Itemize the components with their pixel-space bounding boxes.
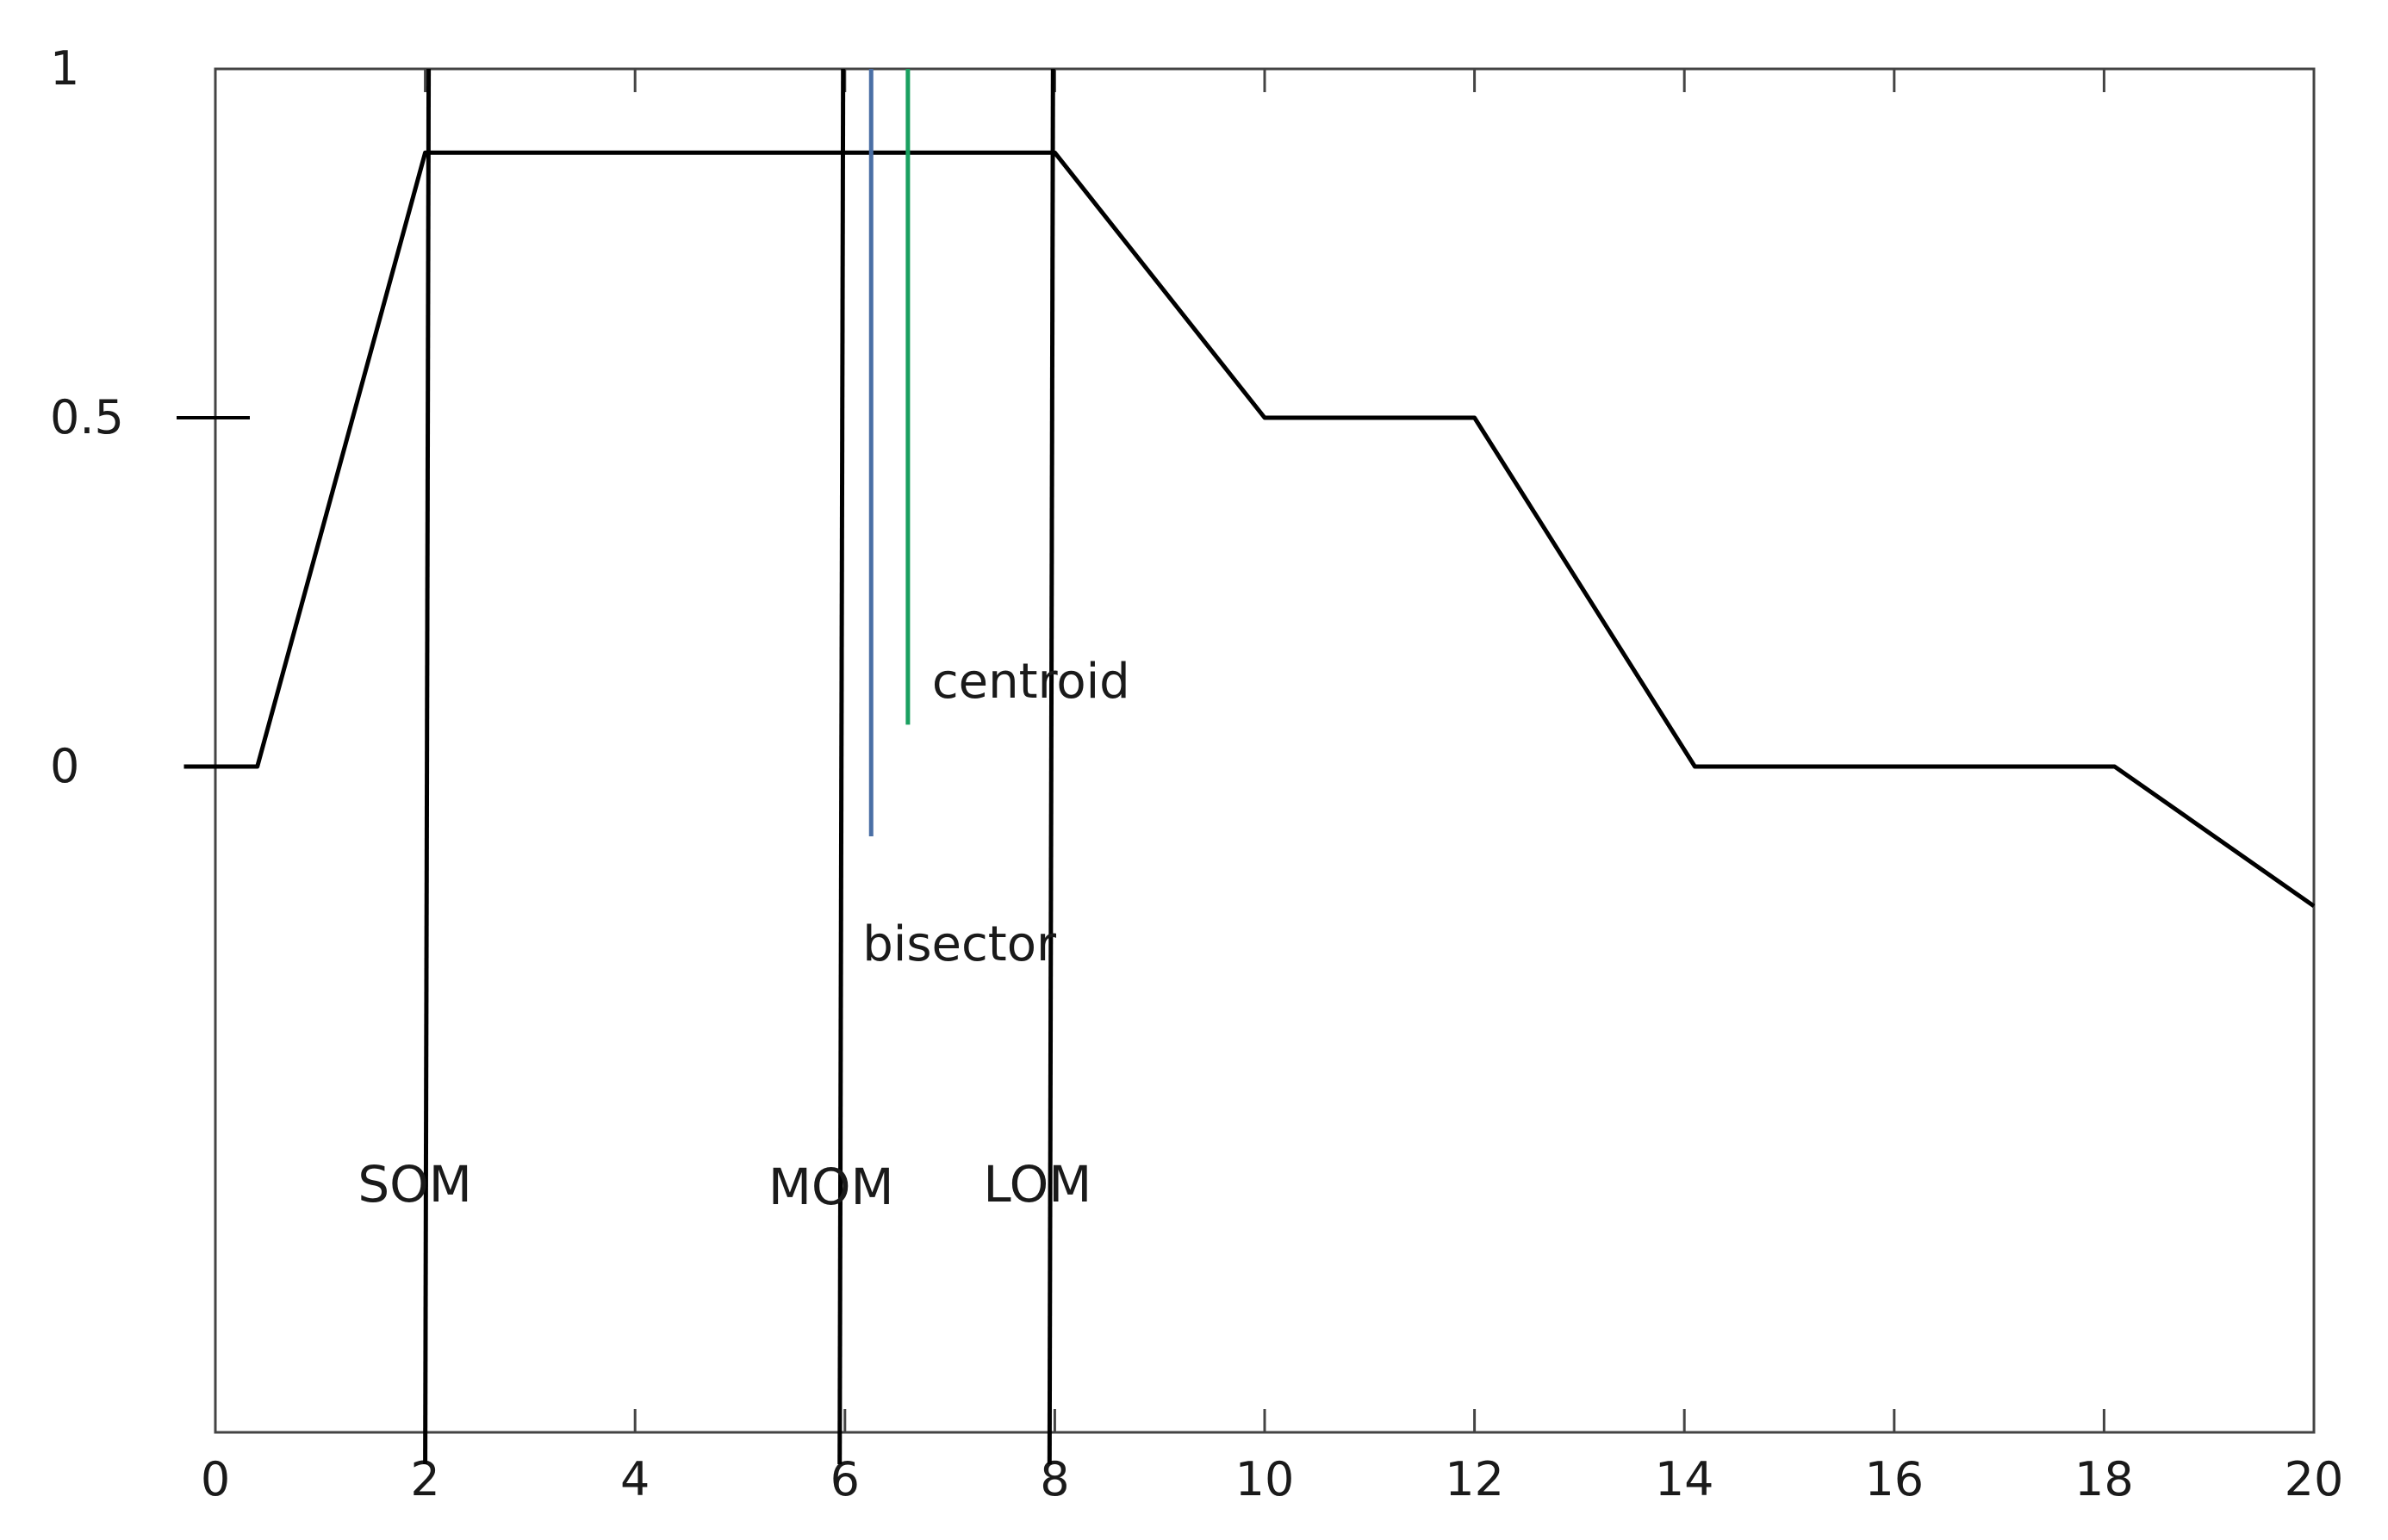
lom-marker-line	[1047, 68, 1055, 1465]
mom-label: MOM	[768, 1158, 894, 1216]
x-tick-label-8: 16	[1864, 1452, 1924, 1506]
som-marker-line	[423, 68, 432, 1465]
mom-marker-line	[837, 68, 846, 1465]
x-tick-label-3: 6	[830, 1452, 860, 1506]
centroid-label: centroid	[932, 654, 1130, 710]
y-axis: 00.51	[50, 41, 250, 793]
x-tick-label-5: 10	[1235, 1452, 1295, 1506]
plot-frame	[214, 67, 2316, 1434]
x-tick-label-4: 8	[1040, 1452, 1069, 1506]
y-tick-label-2: 1	[50, 41, 79, 96]
x-tick-label-6: 12	[1445, 1452, 1504, 1506]
x-tick-label-0: 0	[201, 1452, 230, 1506]
lom-label: LOM	[983, 1155, 1091, 1214]
x-tick-label-2: 4	[620, 1452, 650, 1506]
som-label: SOM	[358, 1155, 472, 1214]
marker-layer: SOM MOM LOM bisector centroid	[358, 68, 1130, 1465]
y-tick-label-0: 0	[50, 739, 79, 793]
x-tick-label-9: 18	[2074, 1452, 2134, 1506]
x-tick-label-7: 14	[1655, 1452, 1714, 1506]
bisector-label: bisector	[862, 916, 1057, 972]
x-tick-label-10: 20	[2285, 1452, 2344, 1506]
series-layer	[183, 150, 2316, 909]
x-axis: 0 2 4 6 8 10 12 14 16 18 20	[201, 69, 2344, 1506]
series-line-0	[183, 150, 2316, 909]
y-tick-label-1: 0.5	[50, 390, 124, 444]
